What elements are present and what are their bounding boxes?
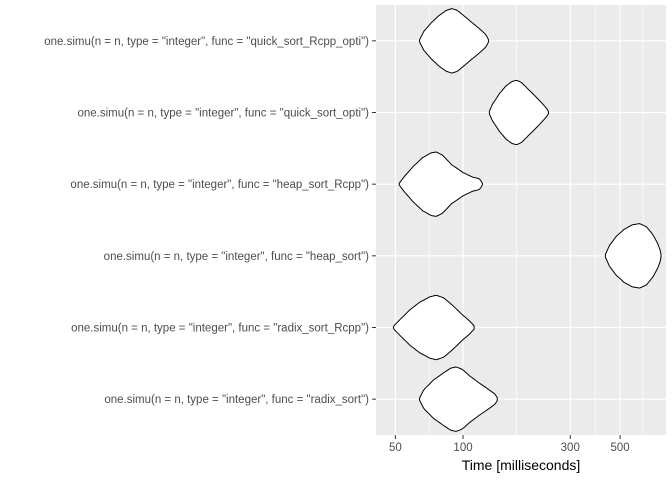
y-tick-label: one.simu(n = n, type = "integer", func =… [104,394,369,406]
violin-4 [392,294,475,361]
x-axis: 50 100 300 500 [389,435,630,454]
y-tick-label: one.simu(n = n, type = "integer", func =… [77,108,369,120]
violin-5 [418,366,498,432]
violin-2 [398,151,483,217]
x-axis-title: Time [milliseconds] [462,457,581,473]
violin-3 [604,223,662,289]
y-axis: one.simu(n = n, type = "integer", func =… [44,36,376,406]
violin-0 [418,8,490,74]
y-tick-label: one.simu(n = n, type = "integer", func =… [70,179,369,191]
y-tick-label: one.simu(n = n, type = "integer", func =… [104,251,369,263]
y-tick-label: one.simu(n = n, type = "integer", func =… [44,36,369,48]
y-tick-label: one.simu(n = n, type = "integer", func =… [71,323,369,335]
violin-1 [488,79,549,146]
x-tick-label: 50 [389,442,402,454]
x-tick-label: 500 [611,442,630,454]
x-tick-label: 300 [561,442,580,454]
plot-panel [376,5,666,435]
violins [392,8,662,432]
x-tick-label: 100 [453,442,472,454]
